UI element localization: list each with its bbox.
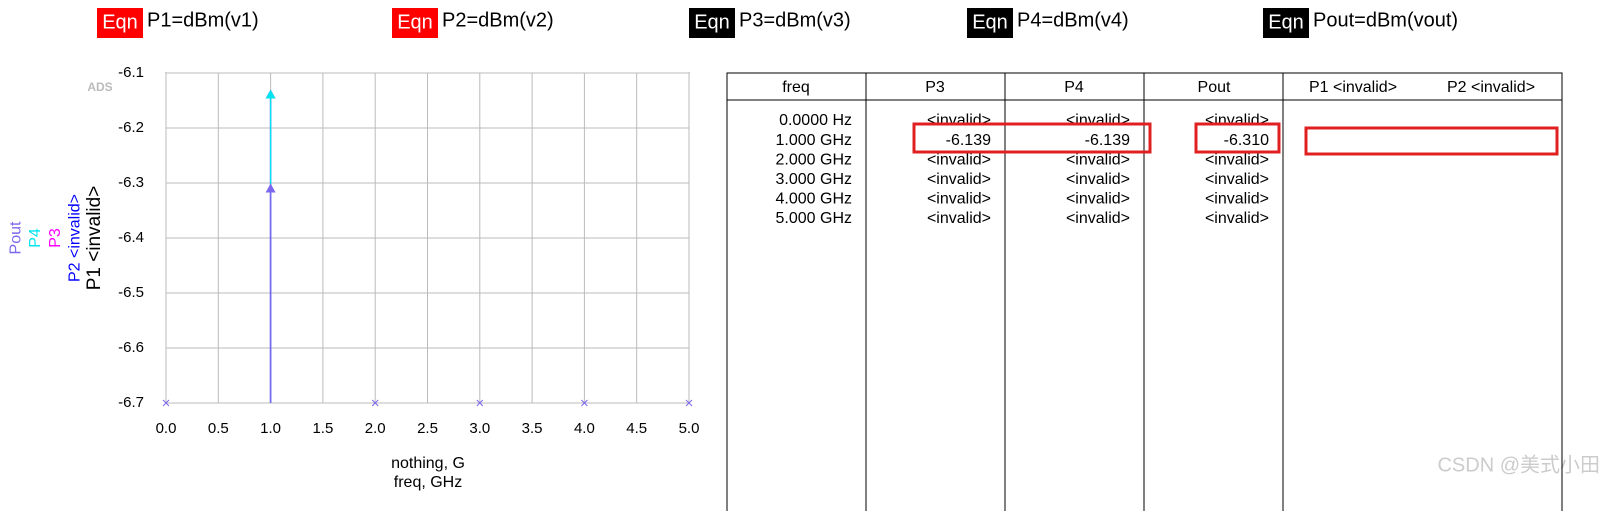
table-cell: -6.310 xyxy=(1224,132,1269,149)
eqn-text: P3=dBm(v3) xyxy=(739,9,851,31)
eqn-tag-box xyxy=(392,8,438,38)
table-header: P2 <invalid> xyxy=(1447,79,1535,96)
x-tick-label: 1.5 xyxy=(312,420,333,437)
x-tick-label: 4.5 xyxy=(626,420,647,437)
table-cell: <invalid> xyxy=(1205,151,1269,168)
null-marker xyxy=(685,399,693,407)
table-cell: 3.000 GHz xyxy=(776,171,852,188)
table-cell: <invalid> xyxy=(1066,151,1130,168)
table-header: freq xyxy=(782,79,810,96)
y-tick-label: -6.4 xyxy=(118,229,144,246)
table-cell: -6.139 xyxy=(946,132,991,149)
y-tick-label: -6.6 xyxy=(118,339,144,356)
content: Eqn P1=dBm(v1) Eqn P2=dBm(v2) Eqn P3=dBm(v3) E… xyxy=(7,8,1535,491)
x-axis-label: freq, GHz xyxy=(394,474,462,491)
legend-entry: P1 <invalid> xyxy=(84,186,105,291)
highlight-box xyxy=(1194,122,1281,154)
table-cell: <invalid> xyxy=(1205,191,1269,208)
highlight-box xyxy=(912,122,1152,154)
null-marker xyxy=(581,399,588,407)
eqn-tag: Eqn xyxy=(694,11,730,33)
eqn-tag-box xyxy=(97,8,143,38)
watermark: CSDN @美式小田 xyxy=(1437,453,1600,476)
eqn-tag: Eqn xyxy=(1268,11,1304,33)
x-tick-label: 5.0 xyxy=(679,420,700,437)
eqn-text: Pout=dBm(vout) xyxy=(1313,9,1458,31)
table-cell: 1.000 GHz xyxy=(776,132,852,149)
eqn-text: P1=dBm(v1) xyxy=(147,9,259,31)
x-tick-label: 2.5 xyxy=(417,420,438,437)
y-tick-label: -6.2 xyxy=(118,119,144,136)
y-tick-label: -6.7 xyxy=(118,394,144,411)
table-cell: 0.0000 Hz xyxy=(779,112,852,129)
eqn-text: P4=dBm(v4) xyxy=(1017,9,1129,31)
table-cell: <invalid> xyxy=(1066,191,1130,208)
table-cell: <invalid> xyxy=(1205,171,1269,188)
highlight-box xyxy=(1304,126,1559,156)
x-axis-label: nothing, G xyxy=(391,455,465,472)
legend-entry: Pout xyxy=(7,221,24,254)
x-tick-label: 0.5 xyxy=(208,420,229,437)
table-header: P1 <invalid> xyxy=(1309,79,1397,96)
legend-entry: P4 xyxy=(27,228,44,248)
table-cell: <invalid> xyxy=(927,210,991,227)
table-cell: <invalid> xyxy=(927,151,991,168)
table-header: P4 xyxy=(1064,79,1084,96)
null-marker xyxy=(371,399,379,407)
table-cell: <invalid> xyxy=(1066,171,1130,188)
stem-marker xyxy=(265,89,276,99)
x-tick-label: 4.0 xyxy=(574,420,595,437)
null-marker xyxy=(476,399,484,407)
table-cell: 2.000 GHz xyxy=(776,151,852,168)
y-tick-label: -6.3 xyxy=(118,174,144,191)
eqn-tag: Eqn xyxy=(972,11,1008,33)
x-tick-label: 0.0 xyxy=(156,420,177,437)
table-cell: 4.000 GHz xyxy=(776,191,852,208)
table-cell: <invalid> xyxy=(927,171,991,188)
table-cell: 5.000 GHz xyxy=(776,210,852,227)
stem-marker xyxy=(265,183,276,193)
eqn-tag-box xyxy=(967,8,1013,38)
table-cell: <invalid> xyxy=(1205,210,1269,227)
eqn-tag-box xyxy=(1263,8,1309,38)
y-tick-label: -6.1 xyxy=(118,64,144,81)
table-cell: <invalid> xyxy=(927,191,991,208)
table-cell: <invalid> xyxy=(1205,112,1269,129)
table-header: P3 xyxy=(925,79,945,96)
x-tick-label: 3.0 xyxy=(469,420,490,437)
legend-entry: P3 xyxy=(47,228,64,248)
null-marker xyxy=(162,399,170,407)
eqn-tag-box xyxy=(689,8,735,38)
table-cell: <invalid> xyxy=(927,112,991,129)
x-tick-label: 3.5 xyxy=(522,420,543,437)
table-cell: -6.139 xyxy=(1085,132,1130,149)
y-tick-label: -6.5 xyxy=(118,284,144,301)
table-cell: <invalid> xyxy=(1066,210,1130,227)
table-header: Pout xyxy=(1198,79,1231,96)
legend-entry: P2 <invalid> xyxy=(67,194,84,282)
table-cell: <invalid> xyxy=(1066,112,1130,129)
eqn-tag: Eqn xyxy=(397,11,433,33)
x-tick-label: 2.0 xyxy=(365,420,386,437)
x-tick-label: 1.0 xyxy=(260,420,281,437)
eqn-text: P2=dBm(v2) xyxy=(442,9,554,31)
eqn-tag: Eqn xyxy=(102,11,138,33)
ads-logo: ADS xyxy=(87,80,112,94)
